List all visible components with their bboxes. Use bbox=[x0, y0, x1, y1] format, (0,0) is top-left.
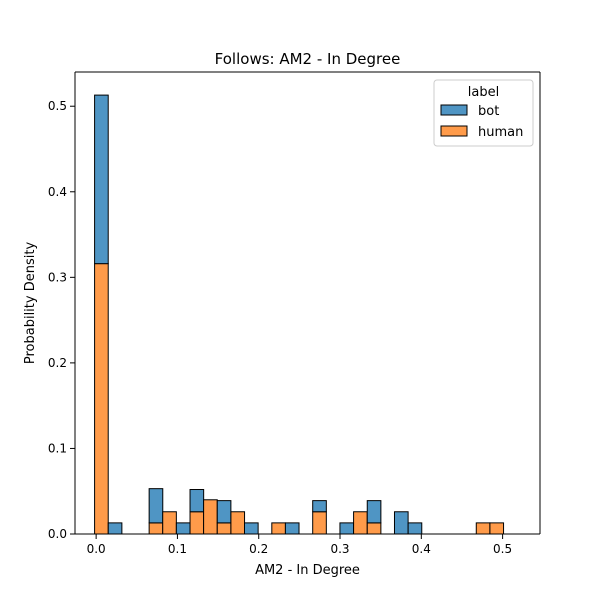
legend-swatch-bot bbox=[440, 104, 468, 116]
bar-bot-bin-9 bbox=[216, 500, 232, 524]
y-tick-label: 0.1 bbox=[48, 441, 67, 455]
y-axis-ticks: 0.0 0.1 0.2 0.3 0.4 0.5 bbox=[48, 99, 75, 541]
y-tick-label: 0.3 bbox=[48, 270, 67, 284]
bar-human-bin-9 bbox=[216, 522, 232, 535]
legend-title: label bbox=[468, 85, 499, 100]
bar-bot-bin-1 bbox=[107, 522, 123, 535]
y-tick-label: 0.5 bbox=[48, 99, 67, 113]
y-tick-label: 0.4 bbox=[48, 185, 67, 199]
x-tick-label: 0.5 bbox=[493, 542, 512, 556]
x-tick-label: 0.3 bbox=[330, 542, 349, 556]
legend-swatch-human bbox=[440, 125, 468, 137]
bar-human-bin-10 bbox=[230, 511, 246, 535]
x-axis-label: AM2 - In Degree bbox=[255, 563, 360, 578]
bar-bot-bin-22 bbox=[393, 511, 409, 535]
y-tick-label: 0.2 bbox=[48, 356, 67, 370]
y-tick-label: 0.0 bbox=[48, 527, 67, 541]
x-tick-label: 0.1 bbox=[168, 542, 187, 556]
bar-human-bin-0 bbox=[94, 263, 109, 535]
bar-bot-bin-7 bbox=[189, 489, 205, 513]
x-tick-label: 0.0 bbox=[87, 542, 106, 556]
bar-human-bin-13 bbox=[271, 522, 286, 535]
bar-bot-bin-23 bbox=[407, 522, 423, 535]
bar-human-bin-7 bbox=[189, 511, 205, 535]
legend-label-human: human bbox=[478, 125, 523, 140]
x-tick-label: 0.2 bbox=[249, 542, 268, 556]
bar-bot-bin-20 bbox=[366, 500, 382, 524]
axes-frame bbox=[74, 71, 541, 535]
bar-bot-bin-0 bbox=[94, 94, 109, 265]
bar-human-bin-5 bbox=[162, 511, 177, 535]
x-tick-label: 0.4 bbox=[412, 542, 431, 556]
bar-bot-bin-14 bbox=[284, 522, 300, 535]
bar-human-bin-8 bbox=[203, 499, 218, 535]
bar-human-bin-16 bbox=[312, 511, 327, 535]
bar-human-bin-19 bbox=[353, 511, 368, 535]
bar-bot-bin-11 bbox=[244, 522, 259, 535]
bar-human-bin-28 bbox=[475, 522, 491, 535]
y-axis-label: Probability Density bbox=[23, 242, 38, 365]
bar-human-bin-20 bbox=[366, 522, 382, 535]
bar-bot-bin-18 bbox=[339, 522, 355, 535]
chart-title: Follows: AM2 - In Degree bbox=[215, 50, 401, 68]
x-axis-ticks: 0.0 0.1 0.2 0.3 0.4 0.5 bbox=[87, 534, 512, 556]
bar-bot-bin-16 bbox=[312, 500, 327, 513]
legend: label bot human bbox=[433, 79, 534, 147]
bar-human-bin-29 bbox=[489, 522, 505, 535]
bar-bot-bin-6 bbox=[175, 522, 191, 535]
bar-human-bin-4 bbox=[148, 522, 164, 535]
legend-label-bot: bot bbox=[478, 104, 499, 119]
bar-bot-bin-4 bbox=[148, 488, 164, 524]
